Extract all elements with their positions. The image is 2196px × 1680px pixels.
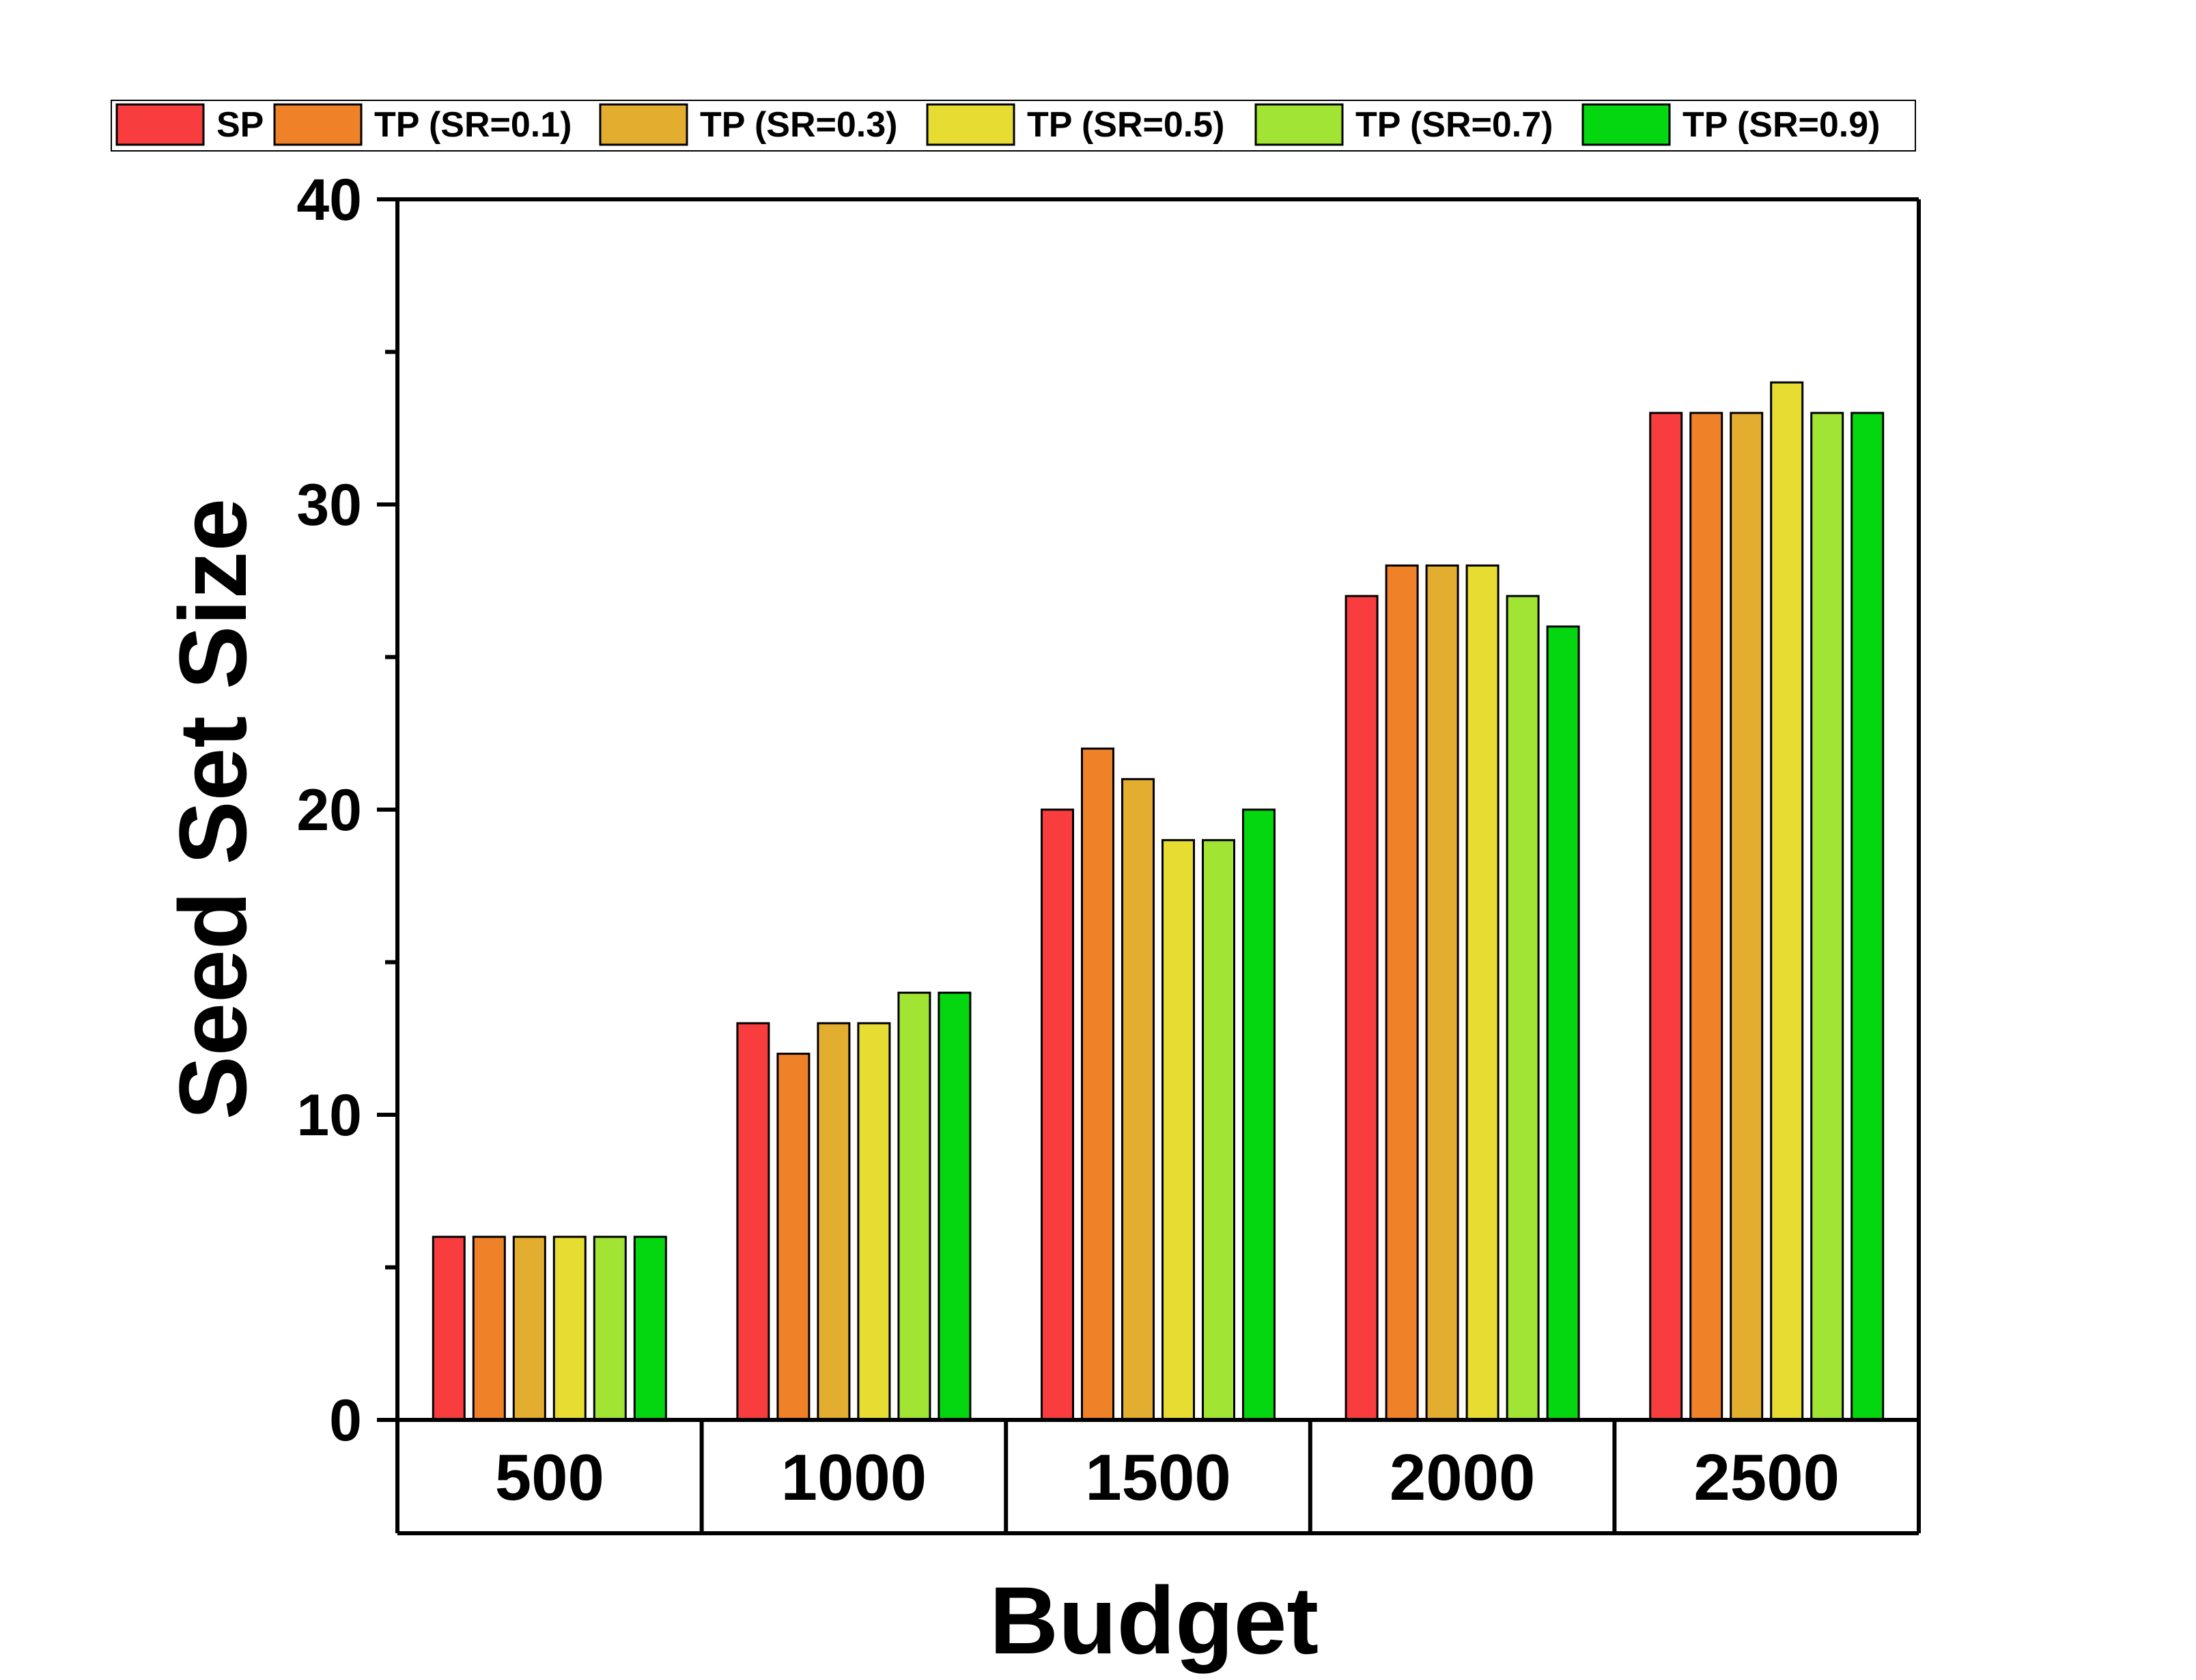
bar-2000-series-3 [1425,564,1459,1421]
bars [432,381,1885,1421]
bar-500-series-3 [512,1236,546,1421]
legend-swatch-series-5 [1254,103,1344,146]
bar-1500-series-6 [1242,808,1276,1421]
bar-1500-series-1 [1041,808,1074,1421]
x-axis-categories: 500 1000 1500 2000 2500 [395,1420,1921,1535]
legend: SP TP (SR=0.1) TP (SR=0.3) TP (SR=0.5) TP (S… [111,100,1916,152]
bar-2500-series-6 [1850,412,1885,1421]
plot-area: 0 10 20 30 40 500 1000 1500 2000 2500 [296,167,1921,1535]
legend-label-series-2: TP (SR=0.1) [374,105,572,145]
y-axis-title: Seed Set Size [159,498,266,1120]
bar-1500-series-3 [1121,778,1155,1421]
bar-2000-series-4 [1465,564,1500,1421]
y-tick-label: 10 [296,1083,362,1148]
bar-1000-series-2 [776,1053,811,1421]
bar-2500-series-3 [1730,412,1764,1421]
legend-swatch-series-2 [273,103,363,146]
legend-swatch-series-6 [1581,103,1671,146]
bar-2500-series-2 [1689,412,1723,1421]
x-category-label-2500: 2500 [1693,1441,1840,1514]
bar-500-series-4 [552,1236,587,1421]
legend-label-series-1: SP [216,105,264,145]
bar-1000-series-4 [857,1022,891,1421]
bar-2000-series-5 [1506,595,1540,1421]
bar-1000-series-6 [938,991,972,1421]
y-tick-label: 20 [296,778,362,843]
x-category-label-2000: 2000 [1390,1441,1536,1514]
y-tick-label: 0 [329,1388,362,1453]
x-category-label-1500: 1500 [1085,1441,1231,1514]
legend-label-series-4: TP (SR=0.5) [1027,105,1224,145]
y-tick-label: 30 [296,472,362,538]
bar-2500-series-4 [1770,381,1804,1421]
legend-label-series-6: TP (SR=0.9) [1683,105,1880,145]
y-tick-label: 40 [296,167,362,233]
bar-1000-series-3 [817,1022,851,1421]
bar-2000-series-2 [1385,564,1419,1421]
bar-1000-series-5 [897,991,931,1421]
bar-1500-series-2 [1081,748,1114,1421]
bar-500-series-1 [432,1236,466,1421]
legend-swatch-series-3 [599,103,688,146]
y-axis-ticks: 0 10 20 30 40 [296,167,397,1453]
x-category-label-500: 500 [495,1441,604,1514]
legend-label-series-3: TP (SR=0.3) [700,105,897,145]
bar-1500-series-4 [1162,839,1195,1421]
bar-500-series-6 [633,1236,667,1421]
bar-1000-series-1 [736,1022,770,1421]
bar-1500-series-5 [1202,839,1235,1421]
bar-2000-series-6 [1546,625,1580,1421]
bar-2500-series-1 [1649,412,1683,1421]
bar-500-series-2 [472,1236,506,1421]
bar-2500-series-5 [1810,412,1844,1421]
legend-swatch-series-4 [926,103,1015,146]
x-axis-title: Budget [989,1567,1319,1674]
legend-label-series-5: TP (SR=0.7) [1355,105,1553,145]
x-category-label-1000: 1000 [781,1441,927,1514]
bar-2000-series-1 [1345,595,1379,1421]
bar-500-series-5 [593,1236,627,1421]
legend-swatch-series-1 [115,103,205,146]
